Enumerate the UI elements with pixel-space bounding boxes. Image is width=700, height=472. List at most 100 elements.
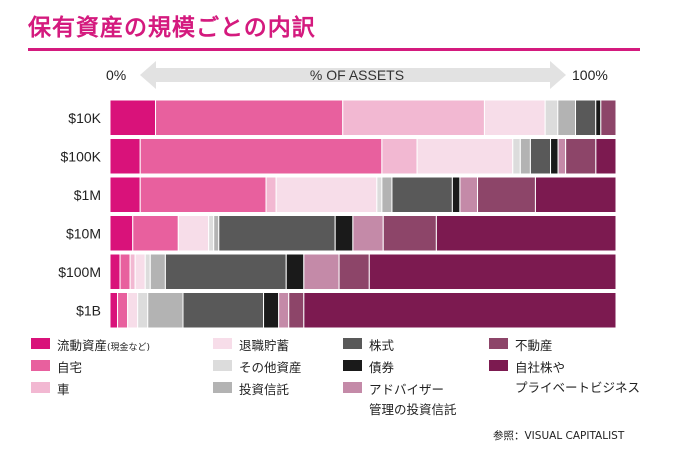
axis-min-label: 0%: [106, 67, 126, 83]
bar-segment: [275, 176, 378, 213]
legend-item-mutual-funds: 投資信託: [213, 379, 363, 397]
bar-segment: [416, 138, 514, 175]
bar-segment: [285, 253, 305, 290]
bar-segment: [382, 215, 437, 252]
legend-swatch: [213, 338, 232, 349]
bar-segment: [109, 215, 134, 252]
category-label: $1B: [76, 302, 101, 318]
legend-item-stocks: 株式: [343, 335, 493, 353]
legend-swatch: [343, 338, 362, 349]
category-label: $10K: [68, 110, 101, 126]
legend-label-line2: 管理の投資信託: [369, 402, 457, 417]
legend-label: 流動資産: [57, 338, 108, 353]
legend-label: アドバイザー: [369, 382, 445, 397]
bar-segment: [381, 176, 393, 213]
axis-title: % OF ASSETS: [310, 67, 404, 83]
bar-segment: [155, 99, 344, 136]
bar-segment: [278, 292, 290, 329]
legend-swatch: [489, 338, 508, 349]
bar-segment: [132, 215, 179, 252]
bar-segment: [544, 99, 559, 136]
legend-label: 債券: [369, 360, 395, 375]
bar-segment: [139, 138, 383, 175]
bar-segment: [368, 253, 617, 290]
bar-segment: [265, 176, 277, 213]
legend-label: 投資信託: [239, 382, 290, 397]
category-label: $1M: [74, 187, 101, 203]
legend-swatch: [213, 360, 232, 371]
bar-segment: [512, 138, 521, 175]
bar-segment: [134, 253, 146, 290]
legend-swatch: [31, 338, 50, 349]
legend-item-private-business: 自社株や プライベートビジネス: [489, 357, 659, 397]
bar-segment: [595, 138, 617, 175]
bar-segment: [119, 253, 131, 290]
bar-segment: [550, 138, 559, 175]
bar-segment: [149, 253, 166, 290]
bar-segment: [381, 138, 418, 175]
bar-segment: [519, 138, 531, 175]
bar-segment: [477, 176, 536, 213]
legend-label: 不動産: [515, 338, 553, 353]
source-note: 参照：VISUAL CAPITALIST: [493, 430, 625, 442]
legend-label: 車: [57, 382, 70, 397]
axis-arrow-left-head: [140, 61, 156, 89]
bar-segment: [557, 138, 567, 175]
bar-segment: [182, 292, 265, 329]
bar-segment: [109, 99, 157, 136]
bar-segment: [303, 253, 340, 290]
bar-segment: [338, 253, 370, 290]
bar-segment: [177, 215, 210, 252]
legend-swatch: [213, 382, 232, 393]
bar-segment: [483, 99, 546, 136]
legend-label: 自社株や: [515, 360, 566, 375]
legend-swatch: [343, 382, 362, 393]
bar-segment: [342, 99, 485, 136]
category-label: $100M: [58, 264, 101, 280]
legend-item-liquid-assets: 流動資産(現金など): [31, 335, 221, 353]
bar-segment: [352, 215, 384, 252]
bar-segment: [391, 176, 453, 213]
bar-segment: [600, 99, 617, 136]
legend-item-home: 自宅: [31, 357, 221, 375]
chart-title: 保有資産の規模ごとの内訳: [28, 15, 316, 41]
legend-swatch: [31, 360, 50, 371]
bar-segment: [534, 176, 617, 213]
bar-segment: [109, 253, 121, 290]
axis-arrow-shaft: [152, 68, 554, 82]
bar-segment: [288, 292, 305, 329]
bar-segment: [164, 253, 287, 290]
bar-segment: [213, 215, 220, 252]
bar-segment: [129, 253, 136, 290]
legend-item-advisor-funds: アドバイザー 管理の投資信託: [343, 379, 493, 419]
bar-segment: [435, 215, 617, 252]
bar-segment: [109, 138, 141, 175]
legend-label: 自宅: [57, 360, 83, 375]
bar-segment: [263, 292, 280, 329]
legend-item-bonds: 債券: [343, 357, 493, 375]
bar-segment: [127, 292, 139, 329]
bar-segment: [459, 176, 479, 213]
bar-segment: [218, 215, 336, 252]
axis-arrow-right-head: [550, 61, 566, 89]
title-underline: [28, 48, 640, 51]
bar-segment: [208, 215, 215, 252]
legend-label: 退職貯蓄: [239, 338, 290, 353]
bar-segment: [137, 292, 149, 329]
bar-segment: [147, 292, 184, 329]
bar-segment: [303, 292, 617, 329]
bar-segment: [595, 99, 602, 136]
bar-segment: [451, 176, 461, 213]
bar-segment: [109, 176, 141, 213]
legend-item-car: 車: [31, 379, 221, 397]
legend-item-retirement: 退職貯蓄: [213, 335, 363, 353]
bar-segment: [139, 176, 267, 213]
legend-swatch: [489, 360, 508, 371]
legend-label-line2: プライベートビジネス: [515, 380, 641, 395]
legend-label: 株式: [369, 338, 395, 353]
axis-max-label: 100%: [572, 67, 608, 83]
bar-segment: [376, 176, 383, 213]
bar-segment: [529, 138, 552, 175]
legend-swatch: [31, 382, 50, 393]
